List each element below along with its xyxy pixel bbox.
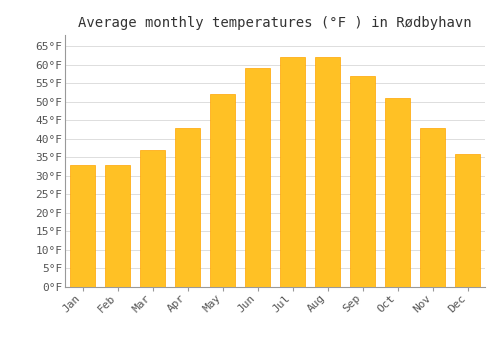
Title: Average monthly temperatures (°F ) in Rødbyhavn: Average monthly temperatures (°F ) in Rø… <box>78 16 472 30</box>
Bar <box>245 68 270 287</box>
Bar <box>105 165 130 287</box>
Bar <box>210 94 235 287</box>
Bar <box>455 154 480 287</box>
Bar <box>176 128 200 287</box>
Bar <box>140 150 165 287</box>
Bar <box>420 128 445 287</box>
Bar <box>350 76 375 287</box>
Bar <box>385 98 410 287</box>
Bar <box>70 165 95 287</box>
Bar <box>280 57 305 287</box>
Bar <box>316 57 340 287</box>
